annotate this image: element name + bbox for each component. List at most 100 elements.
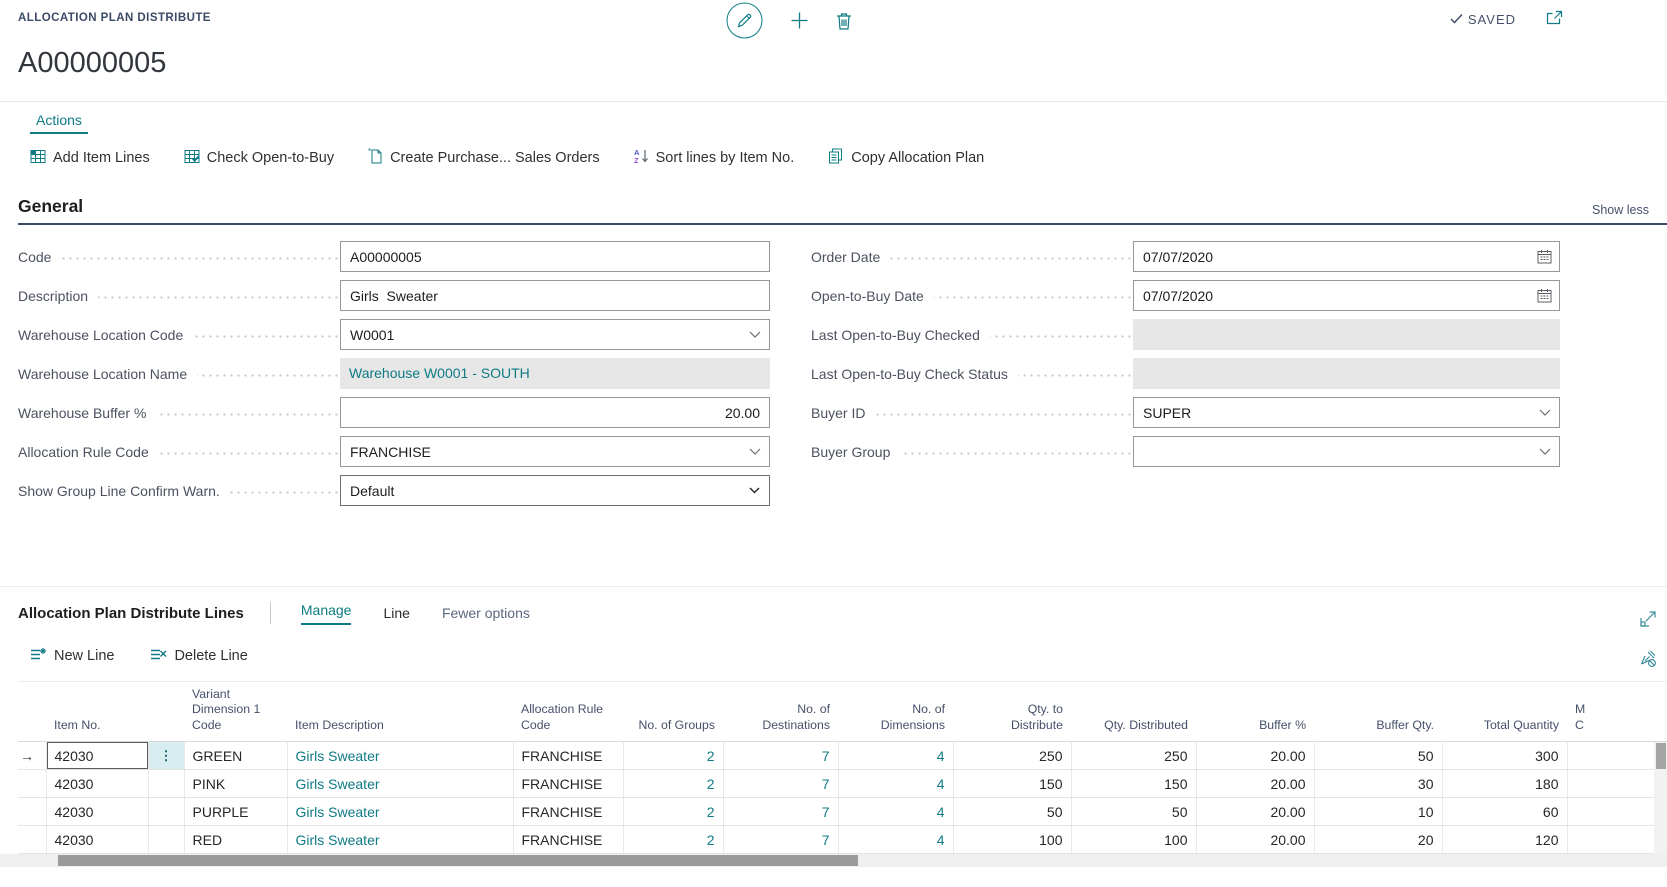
cell-no-of-dimensions[interactable]: 4	[838, 798, 953, 826]
col-header-buffer-pct[interactable]: Buffer %	[1196, 682, 1314, 742]
tab-actions[interactable]: Actions	[30, 111, 88, 134]
cell-truncated[interactable]	[1567, 742, 1667, 770]
cell-buffer-pct[interactable]: 20.00	[1196, 798, 1314, 826]
cell-qty-to-distribute[interactable]: 250	[953, 742, 1071, 770]
cell-variant[interactable]: PINK	[184, 770, 287, 798]
cell-allocation-rule[interactable]: FRANCHISE	[513, 742, 623, 770]
calendar-icon[interactable]	[1537, 249, 1552, 264]
cell-buffer-qty[interactable]: 30	[1314, 770, 1442, 798]
cell-truncated[interactable]	[1567, 826, 1667, 854]
col-header-variant[interactable]: Variant Dimension 1 Code	[184, 682, 287, 742]
cell-truncated[interactable]	[1567, 770, 1667, 798]
chevron-down-icon[interactable]	[1539, 409, 1551, 416]
cell-item-description[interactable]: Girls Sweater	[287, 770, 513, 798]
cell-no-of-dimensions[interactable]: 4	[838, 826, 953, 854]
col-header-no-of-dimensions[interactable]: No. of Dimensions	[838, 682, 953, 742]
horizontal-scrollbar-thumb[interactable]	[58, 855, 858, 866]
delete-button[interactable]	[836, 12, 852, 33]
destinations-count-link[interactable]: 7	[822, 748, 830, 764]
expand-lines-button[interactable]	[1640, 611, 1657, 627]
groups-count-link[interactable]: 2	[707, 832, 715, 848]
groups-count-link[interactable]: 2	[707, 748, 715, 764]
dimensions-count-link[interactable]: 4	[937, 748, 945, 764]
create-purchase-sales-orders-button[interactable]: * Create Purchase... Sales Orders	[368, 148, 600, 168]
groups-count-link[interactable]: 2	[707, 804, 715, 820]
cell-no-of-dimensions[interactable]: 4	[838, 742, 953, 770]
col-header-buffer-qty[interactable]: Buffer Qty.	[1314, 682, 1442, 742]
cell-total-quantity[interactable]: 300	[1442, 742, 1567, 770]
new-button[interactable]	[790, 11, 809, 33]
cell-qty-to-distribute[interactable]: 150	[953, 770, 1071, 798]
code-input[interactable]	[340, 241, 770, 272]
sort-lines-button[interactable]: AZ Sort lines by Item No.	[634, 148, 795, 168]
cell-ellipsis[interactable]	[148, 798, 184, 826]
cell-item-description[interactable]: Girls Sweater	[287, 826, 513, 854]
order-date-input[interactable]	[1133, 241, 1560, 272]
groups-count-link[interactable]: 2	[707, 776, 715, 792]
tab-manage[interactable]: Manage	[301, 602, 352, 625]
popout-button[interactable]	[1546, 10, 1563, 28]
chevron-down-icon[interactable]	[749, 448, 761, 455]
cell-buffer-pct[interactable]: 20.00	[1196, 742, 1314, 770]
open-to-buy-date-input[interactable]	[1133, 280, 1560, 311]
cell-qty-to-distribute[interactable]: 100	[953, 826, 1071, 854]
cell-qty-to-distribute[interactable]: 50	[953, 798, 1071, 826]
cell-item-no[interactable]: 42030	[46, 742, 148, 770]
warehouse-location-name-link[interactable]: Warehouse W0001 - SOUTH	[340, 358, 530, 389]
col-header-no-of-groups[interactable]: No. of Groups	[623, 682, 723, 742]
item-description-link[interactable]: Girls Sweater	[296, 748, 380, 764]
cell-item-description[interactable]: Girls Sweater	[287, 798, 513, 826]
description-input[interactable]	[340, 280, 770, 311]
cell-allocation-rule[interactable]: FRANCHISE	[513, 826, 623, 854]
cell-qty-distributed[interactable]: 100	[1071, 826, 1196, 854]
cell-item-no[interactable]: 42030	[46, 798, 148, 826]
vertical-scrollbar-thumb[interactable]	[1656, 743, 1666, 769]
new-line-button[interactable]: New Line	[30, 647, 114, 666]
check-open-to-buy-button[interactable]: Check Open-to-Buy	[184, 149, 334, 168]
cell-ellipsis[interactable]	[148, 826, 184, 854]
cell-no-of-destinations[interactable]: 7	[723, 826, 838, 854]
col-header-item-description[interactable]: Item Description	[287, 682, 513, 742]
show-less-link[interactable]: Show less	[1592, 203, 1649, 217]
cell-no-of-destinations[interactable]: 7	[723, 798, 838, 826]
col-header-qty-distributed[interactable]: Qty. Distributed	[1071, 682, 1196, 742]
horizontal-scrollbar[interactable]	[0, 854, 1667, 867]
col-header-no-of-destinations[interactable]: No. of Destinations	[723, 682, 838, 742]
cell-item-no[interactable]: 42030	[46, 770, 148, 798]
chevron-down-icon[interactable]	[1539, 448, 1551, 455]
cell-total-quantity[interactable]: 180	[1442, 770, 1567, 798]
allocation-rule-code-input[interactable]	[340, 436, 770, 467]
cell-total-quantity[interactable]: 60	[1442, 798, 1567, 826]
cell-no-of-groups[interactable]: 2	[623, 826, 723, 854]
col-header-allocation-rule-code[interactable]: Allocation Rule Code	[513, 682, 623, 742]
item-description-link[interactable]: Girls Sweater	[296, 832, 380, 848]
col-header-truncated[interactable]: M C	[1567, 682, 1667, 742]
cell-truncated[interactable]	[1567, 798, 1667, 826]
cell-variant[interactable]: RED	[184, 826, 287, 854]
cell-qty-distributed[interactable]: 50	[1071, 798, 1196, 826]
calendar-icon[interactable]	[1537, 288, 1552, 303]
dimensions-count-link[interactable]: 4	[937, 776, 945, 792]
add-item-lines-button[interactable]: Add Item Lines	[30, 149, 150, 168]
tab-line[interactable]: Line	[383, 605, 409, 621]
cell-item-no[interactable]: 42030	[46, 826, 148, 854]
cell-total-quantity[interactable]: 120	[1442, 826, 1567, 854]
cell-item-description[interactable]: Girls Sweater	[287, 742, 513, 770]
col-header-item-no[interactable]: Item No.	[46, 682, 148, 742]
cell-buffer-qty[interactable]: 20	[1314, 826, 1442, 854]
copy-allocation-plan-button[interactable]: Copy Allocation Plan	[828, 148, 984, 168]
cell-buffer-qty[interactable]: 10	[1314, 798, 1442, 826]
cell-no-of-groups[interactable]: 2	[623, 742, 723, 770]
dimensions-count-link[interactable]: 4	[937, 832, 945, 848]
cell-no-of-dimensions[interactable]: 4	[838, 770, 953, 798]
buyer-group-input[interactable]	[1133, 436, 1560, 467]
destinations-count-link[interactable]: 7	[822, 832, 830, 848]
cell-no-of-groups[interactable]: 2	[623, 798, 723, 826]
cell-buffer-qty[interactable]: 50	[1314, 742, 1442, 770]
cell-allocation-rule[interactable]: FRANCHISE	[513, 798, 623, 826]
cell-qty-distributed[interactable]: 250	[1071, 742, 1196, 770]
cell-allocation-rule[interactable]: FRANCHISE	[513, 770, 623, 798]
buyer-id-input[interactable]	[1133, 397, 1560, 428]
destinations-count-link[interactable]: 7	[822, 804, 830, 820]
item-description-link[interactable]: Girls Sweater	[296, 776, 380, 792]
